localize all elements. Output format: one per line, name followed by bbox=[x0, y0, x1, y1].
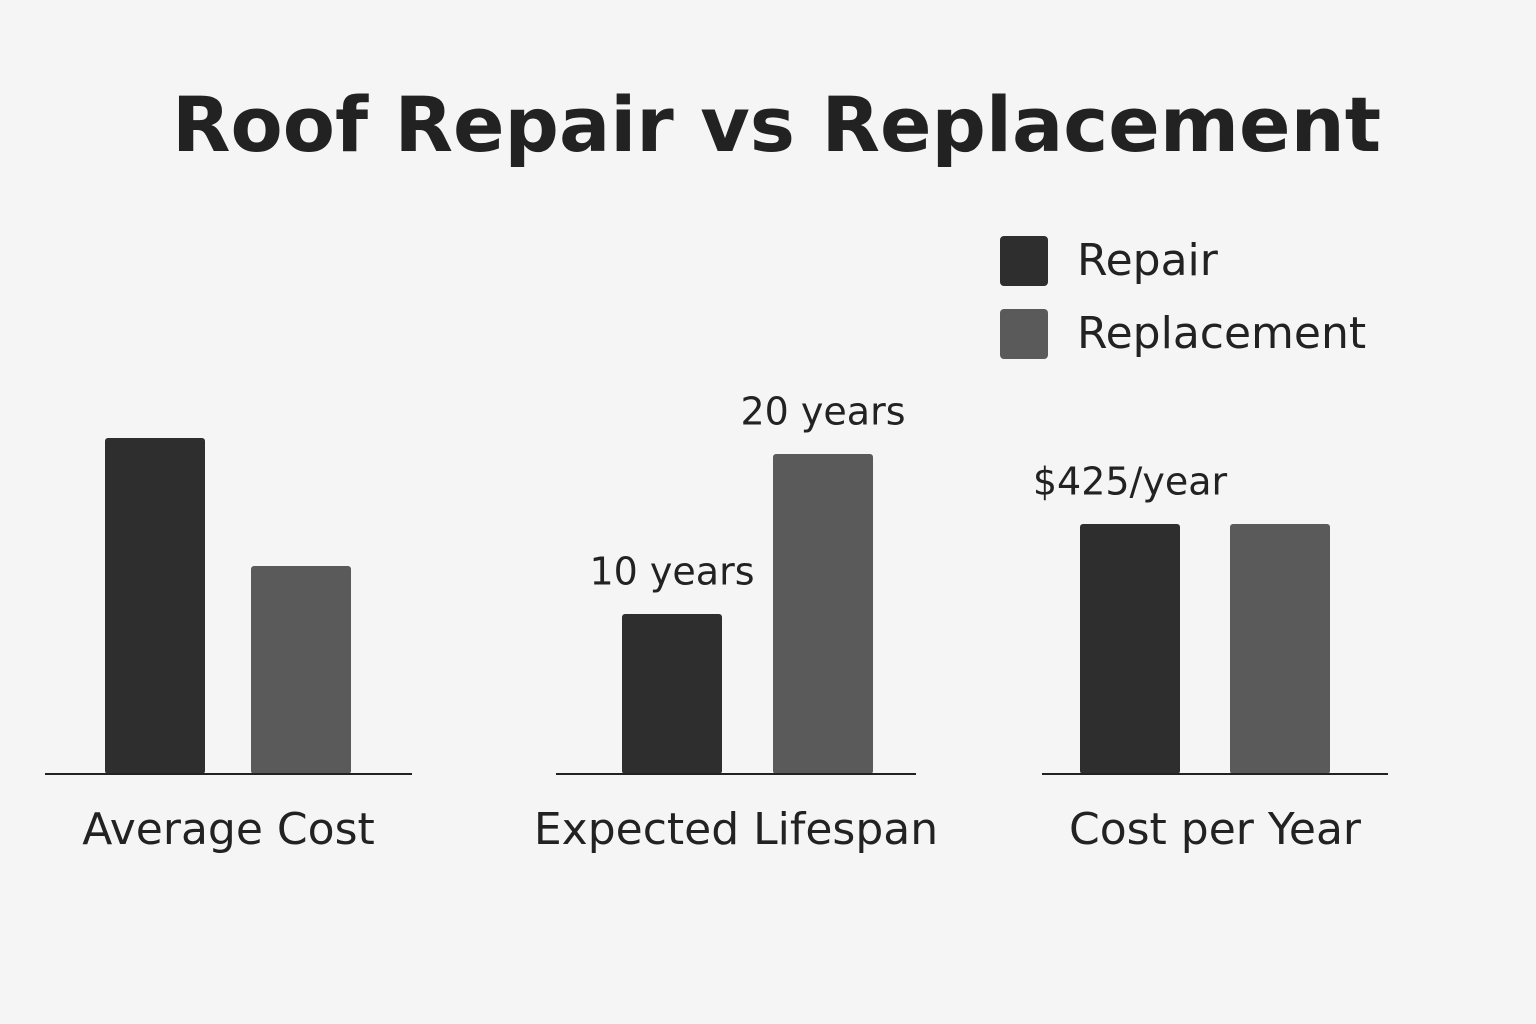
chart-title: Roof Repair vs Replacement bbox=[172, 80, 1381, 169]
value-label: $425/year bbox=[1033, 460, 1228, 504]
legend-swatch bbox=[1000, 236, 1048, 286]
value-label: 20 years bbox=[740, 390, 905, 434]
bar bbox=[773, 454, 873, 774]
category-label: Average Cost bbox=[82, 804, 375, 855]
bar bbox=[105, 438, 205, 774]
bar bbox=[622, 614, 722, 774]
value-label: 10 years bbox=[589, 550, 754, 594]
legend-label: Repair bbox=[1077, 235, 1219, 286]
bar bbox=[1230, 524, 1330, 774]
category-label: Expected Lifespan bbox=[534, 804, 938, 855]
legend-label: Replacement bbox=[1077, 308, 1366, 359]
bar bbox=[251, 566, 351, 774]
bar bbox=[1080, 524, 1180, 774]
legend-swatch bbox=[1000, 309, 1048, 359]
category-label: Cost per Year bbox=[1069, 804, 1362, 855]
